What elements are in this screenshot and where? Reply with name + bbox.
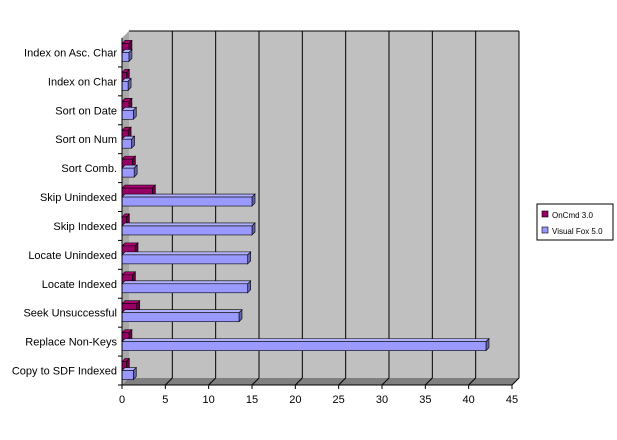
x-tick-label: 20	[289, 394, 301, 406]
y-tick-label: Index on Asc. Char	[24, 47, 117, 59]
bar-oncmd-3-0-top	[121, 184, 157, 189]
x-tick-label: 35	[419, 394, 431, 406]
x-tick-label: 45	[506, 394, 518, 406]
y-tick-label: Locate Unindexed	[28, 250, 117, 262]
y-tick-label: Locate Indexed	[42, 279, 117, 291]
bar-visual-fox-5-0	[121, 167, 135, 178]
bar-visual-fox-5-0-top	[121, 338, 490, 342]
bar-visual-fox-5-0	[121, 341, 487, 351]
y-tick-label: Skip Indexed	[53, 221, 117, 233]
gridline-floor	[381, 377, 390, 386]
gridline-floor	[164, 377, 173, 386]
legend-swatch	[541, 226, 549, 234]
bar-visual-fox-5-0	[121, 52, 130, 62]
gridline-floor	[511, 377, 520, 386]
bar-visual-fox-5-0	[121, 254, 248, 265]
y-tick-label: Sort on Date	[55, 105, 117, 117]
legend: OnCmd 3.0 Visual Fox 5.0	[536, 203, 614, 241]
x-tick-label: 40	[463, 394, 475, 406]
bar-visual-fox-5-0	[121, 283, 248, 294]
x-tick-label: 10	[203, 394, 215, 406]
gridline-floor	[338, 377, 347, 386]
bar-visual-fox-5-0	[121, 109, 134, 120]
bar-visual-fox-5-0	[121, 312, 240, 323]
y-tick-label: Copy to SDF Indexed	[12, 366, 117, 378]
x-tick-label: 30	[376, 394, 388, 406]
bar-visual-fox-5-0	[121, 138, 132, 149]
legend-label: OnCmd 3.0	[552, 211, 593, 220]
legend-label: Visual Fox 5.0	[552, 227, 603, 236]
legend-box	[536, 203, 614, 241]
bar-visual-fox-5-0	[121, 81, 129, 91]
gridline-floor	[294, 377, 303, 386]
plot-area	[122, 30, 520, 386]
plot-floor	[122, 378, 519, 385]
plot-back-wall	[122, 31, 519, 385]
y-tick-label: Skip Unindexed	[40, 192, 117, 204]
x-tick-label: 0	[119, 394, 125, 406]
bar-visual-fox-5-0	[121, 370, 134, 380]
gridline-floor	[424, 377, 433, 386]
bar-visual-fox-5-0-top	[121, 222, 256, 227]
gridline-floor	[468, 377, 477, 386]
y-tick-label: Index on Char	[48, 76, 117, 88]
gridline-floor	[251, 377, 260, 386]
x-tick-label: 25	[333, 394, 345, 406]
y-tick-label: Sort Comb.	[61, 163, 117, 175]
y-tick-label: Sort on Num	[55, 134, 117, 146]
bar-visual-fox-5-0-top	[121, 309, 243, 314]
x-tick-label: 5	[162, 394, 168, 406]
y-tick-label: Seek Unsuccessful	[23, 308, 117, 320]
x-tick-label: 15	[246, 394, 258, 406]
bar-visual-fox-5-0-top	[121, 251, 252, 256]
bars	[121, 39, 490, 381]
bar-visual-fox-5-0-top	[121, 280, 252, 285]
gridline-floor	[208, 377, 217, 386]
legend-swatch	[541, 210, 549, 218]
bar-visual-fox-5-0-top	[121, 193, 256, 198]
axes: Index on Asc. Char Index on Char Sort on D…	[12, 38, 518, 406]
y-tick-label: Replace Non-Keys	[25, 337, 117, 349]
bar-visual-fox-5-0	[121, 225, 253, 236]
bar-visual-fox-5-0	[121, 196, 253, 207]
